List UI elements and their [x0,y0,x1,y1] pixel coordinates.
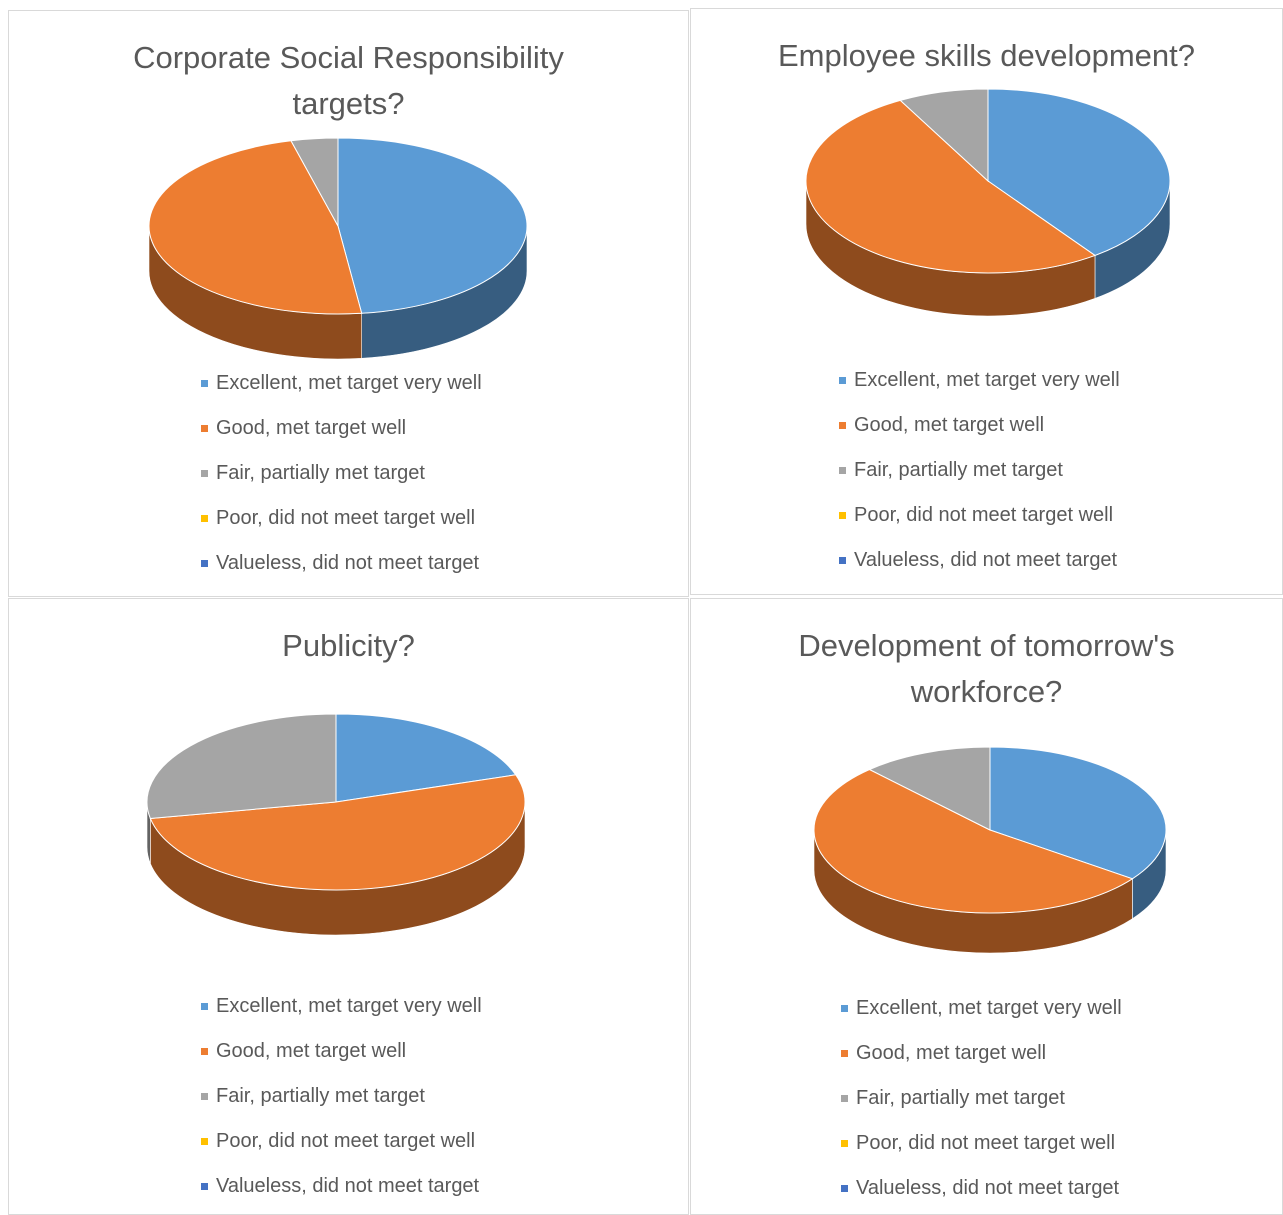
legend-label: Excellent, met target very well [216,995,482,1017]
legend-item: Valueless, did not meet target [201,552,482,596]
legend-label: Poor, did not meet target well [856,1132,1116,1154]
legend-swatch [841,1005,848,1012]
legend: Excellent, met target very well Good, met… [839,370,1120,594]
legend-swatch [841,1050,848,1057]
pie-tops [148,137,528,315]
legend: Excellent, met target very well Good, met… [201,373,482,596]
legend-swatch [201,1003,208,1010]
pie-slice [987,88,1171,256]
legend-label: Good, met target well [216,1040,407,1062]
legend-item: Valueless, did not meet target [839,549,1120,594]
legend-label: Valueless, did not meet target [216,552,480,574]
legend-label: Good, met target well [856,1042,1047,1064]
legend-item: Excellent, met target very well [839,370,1120,415]
legend-swatch [201,515,208,522]
pie-slice [805,99,1097,274]
pie-slice [989,746,1167,880]
legend-swatch [201,560,208,567]
chart-title: Employee skills development? [778,38,1195,73]
chart-title: Corporate Social Responsibility targets? [133,40,564,121]
legend-item: Good, met target well [201,418,482,463]
legend-item: Valueless, did not meet target [841,1177,1122,1214]
pie-tops [146,713,526,891]
pie-slice [149,774,526,891]
legend-label: Valueless, did not meet target [856,1177,1120,1199]
chart-panel: Corporate Social Responsibility targets?… [8,10,689,597]
legend-item: Fair, partially met target [839,460,1120,505]
legend-label: Fair, partially met target [854,459,1063,481]
legend-swatch [201,380,208,387]
legend-label: Excellent, met target very well [856,997,1122,1019]
legend: Excellent, met target very well Good, met… [841,998,1122,1214]
chart-panel: Publicity? Excellent, met target very wel… [8,598,689,1215]
legend-swatch [839,557,846,564]
legend-swatch [841,1095,848,1102]
legend-swatch [841,1140,848,1147]
chart-panel: Development of tomorrow's workforce? Exce… [690,598,1283,1215]
legend-item: Poor, did not meet target well [201,508,482,553]
legend-label: Good, met target well [854,414,1045,436]
pie-tops [813,746,1167,914]
legend-swatch [841,1185,848,1192]
chart-panel: Employee skills development? Excellent, m… [690,8,1283,595]
legend-label: Fair, partially met target [216,462,425,484]
pie-slice [813,768,1134,914]
pie-chart [146,713,526,936]
pie-tops [805,88,1171,274]
legend-label: Valueless, did not meet target [854,549,1118,571]
legend-swatch [839,422,846,429]
legend-label: Poor, did not meet target well [216,507,476,529]
legend-item: Excellent, met target very well [841,998,1122,1043]
legend-label: Poor, did not meet target well [854,504,1114,526]
pie-slice [335,713,517,803]
legend-swatch [839,467,846,474]
legend-label: Excellent, met target very well [854,369,1120,391]
legend-swatch [201,425,208,432]
legend-swatch [201,1093,208,1100]
legend-swatch [201,1138,208,1145]
chart-title: Publicity? [282,628,415,663]
pie-slice [290,137,339,227]
legend-item: Good, met target well [201,1041,482,1086]
legend-swatch [201,1183,208,1190]
legend-label: Valueless, did not meet target [216,1175,480,1197]
legend-item: Poor, did not meet target well [839,505,1120,550]
legend-item: Poor, did not meet target well [201,1131,482,1176]
legend-item: Good, met target well [839,415,1120,460]
legend-item: Excellent, met target very well [201,996,482,1041]
legend-swatch [839,512,846,519]
legend-item: Poor, did not meet target well [841,1133,1122,1178]
pie-slice [146,713,337,820]
legend-item: Fair, partially met target [201,463,482,508]
legend-label: Poor, did not meet target well [216,1130,476,1152]
pie-chart [813,746,1167,954]
pie-slice [899,88,989,183]
legend-swatch [201,1048,208,1055]
legend-swatch [839,377,846,384]
legend-item: Fair, partially met target [201,1086,482,1131]
legend-label: Good, met target well [216,417,407,439]
legend-label: Fair, partially met target [856,1087,1065,1109]
pie-chart [148,137,528,360]
legend-item: Good, met target well [841,1043,1122,1088]
pie-chart [805,88,1171,317]
legend-item: Fair, partially met target [841,1088,1122,1133]
legend-item: Excellent, met target very well [201,373,482,418]
chart-title: Development of tomorrow's workforce? [798,628,1175,709]
pie-slice [337,137,528,314]
pie-slice [148,140,363,315]
legend: Excellent, met target very well Good, met… [201,996,482,1214]
legend-label: Fair, partially met target [216,1085,425,1107]
legend-item: Valueless, did not meet target [201,1175,482,1214]
pie-slice [868,746,991,831]
legend-label: Excellent, met target very well [216,372,482,394]
legend-swatch [201,470,208,477]
